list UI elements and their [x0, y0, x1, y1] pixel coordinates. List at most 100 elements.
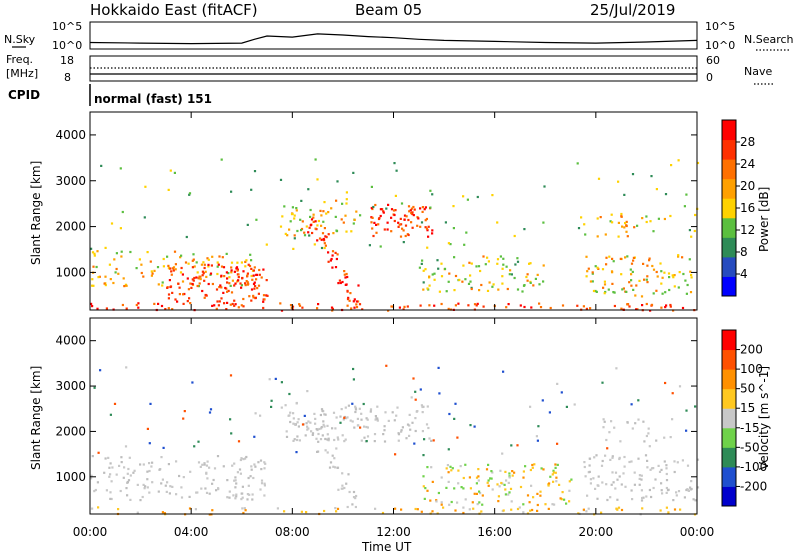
heatmap-cell	[522, 476, 525, 479]
heatmap-cell	[652, 230, 655, 233]
heatmap-cell	[440, 501, 443, 504]
heatmap-cell	[616, 508, 619, 511]
heatmap-cell	[677, 254, 680, 257]
heatmap-cell	[245, 280, 248, 283]
heatmap-cell	[334, 266, 338, 269]
heatmap-cell	[203, 463, 206, 466]
heatmap-cell	[641, 304, 644, 307]
heatmap-cell	[128, 456, 131, 459]
heatmap-cell	[217, 304, 220, 307]
heatmap-cell	[614, 487, 617, 490]
heatmap-cell	[317, 219, 320, 223]
heatmap-cell	[109, 491, 112, 494]
heatmap-cell	[300, 229, 303, 232]
heatmap-cell	[290, 306, 293, 309]
y-tick-label: 4000	[55, 128, 86, 142]
heatmap-cell	[221, 256, 224, 259]
heatmap-cell	[257, 292, 260, 295]
heatmap-cell	[595, 290, 598, 293]
heatmap-cell	[665, 479, 669, 482]
heatmap-cell	[373, 221, 376, 224]
heatmap-cell	[303, 231, 306, 234]
heatmap-cell	[138, 258, 141, 261]
heatmap-cell	[265, 243, 268, 246]
heatmap-cell	[307, 427, 310, 430]
heatmap-cell	[299, 218, 302, 221]
heatmap-cell	[672, 499, 675, 502]
heatmap-cell	[414, 429, 417, 433]
heatmap-cell	[309, 215, 312, 218]
heatmap-cell	[421, 430, 424, 433]
heatmap-cell	[90, 302, 93, 305]
heatmap-cell	[614, 471, 618, 474]
heatmap-cell	[529, 468, 532, 472]
x-tick-label: 20:00	[579, 525, 614, 539]
heatmap-cell	[216, 455, 220, 458]
heatmap-cell	[323, 227, 326, 230]
heatmap-cell	[211, 255, 214, 258]
heatmap-cell	[484, 263, 487, 266]
heatmap-cell	[343, 486, 346, 490]
heatmap-cell	[339, 281, 342, 285]
heatmap-cell	[650, 175, 653, 178]
heatmap-cell	[157, 490, 160, 493]
heatmap-cell	[475, 482, 478, 485]
heatmap-cell	[274, 377, 277, 380]
heatmap-cell	[481, 503, 484, 506]
heatmap-cell	[197, 461, 201, 464]
heatmap-cell	[300, 199, 303, 202]
heatmap-cell	[235, 495, 238, 498]
heatmap-cell	[119, 227, 122, 230]
heatmap-cell	[587, 507, 590, 510]
heatmap-cell	[640, 295, 644, 298]
heatmap-cell	[355, 300, 358, 303]
heatmap-cell	[305, 422, 308, 425]
heatmap-cell	[644, 454, 648, 457]
heatmap-cell	[387, 203, 390, 206]
heatmap-cell	[346, 505, 349, 509]
heatmap-cell	[216, 261, 219, 264]
heatmap-cell	[683, 205, 686, 208]
heatmap-cell	[319, 209, 322, 212]
heatmap-cell	[464, 463, 467, 466]
colorbar-tick-label: 15	[740, 401, 755, 415]
heatmap-cell	[188, 193, 191, 196]
heatmap-cell	[289, 304, 293, 307]
heatmap-cell	[376, 419, 379, 422]
heatmap-cell	[642, 496, 645, 499]
heatmap-cell	[412, 214, 415, 217]
heatmap-cell	[409, 209, 412, 212]
heatmap-cell	[424, 219, 427, 222]
heatmap-cell	[331, 307, 334, 310]
heatmap-cell	[410, 207, 413, 210]
heatmap-cell	[518, 506, 521, 509]
heatmap-cell	[447, 242, 450, 245]
heatmap-cell	[355, 303, 358, 306]
heatmap-cell	[317, 450, 320, 453]
heatmap-cell	[205, 491, 209, 494]
heatmap-cell	[630, 273, 633, 276]
heatmap-cell	[110, 497, 113, 501]
heatmap-cell	[426, 489, 429, 492]
heatmap-cell	[265, 294, 268, 297]
heatmap-cell	[468, 476, 471, 479]
heatmap-cell	[690, 487, 693, 491]
heatmap-cell	[185, 235, 188, 239]
heatmap-cell	[96, 307, 99, 310]
heatmap-cell	[404, 224, 408, 227]
heatmap-cell	[505, 479, 508, 482]
heatmap-cell	[362, 402, 365, 406]
heatmap-cell	[501, 267, 504, 270]
heatmap-cell	[293, 237, 296, 240]
heatmap-cell	[522, 511, 525, 514]
heatmap-cell	[264, 462, 267, 465]
heatmap-cell	[513, 234, 516, 238]
heatmap-cell	[319, 438, 323, 441]
heatmap-cell	[312, 213, 315, 216]
heatmap-cell	[135, 267, 138, 270]
heatmap-cell	[577, 227, 581, 230]
heatmap-cell	[104, 284, 107, 287]
heatmap-cell	[491, 194, 494, 197]
heatmap-cell	[521, 290, 524, 293]
